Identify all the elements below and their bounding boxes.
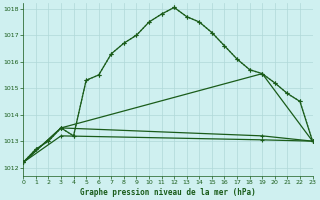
X-axis label: Graphe pression niveau de la mer (hPa): Graphe pression niveau de la mer (hPa) — [80, 188, 256, 197]
